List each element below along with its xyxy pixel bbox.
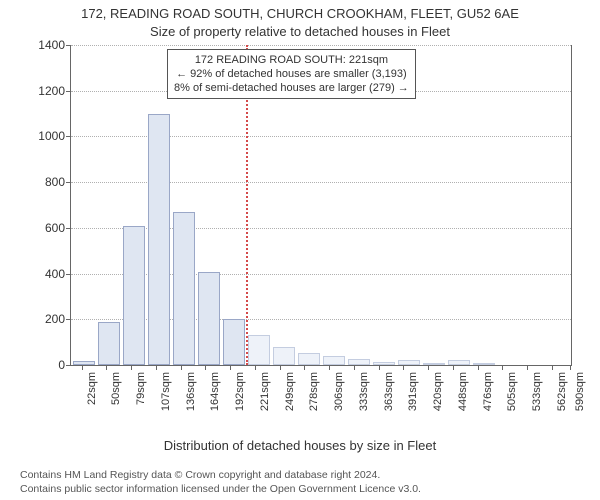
annotation-line-1: 172 READING ROAD SOUTH: 221sqm (174, 53, 409, 67)
x-tick-label: 420sqm (432, 372, 444, 432)
x-tick-label: 192sqm (234, 372, 246, 432)
x-tick-mark (329, 366, 330, 370)
x-tick-label: 79sqm (135, 372, 147, 432)
gridline (71, 274, 571, 275)
footer-line-1: Contains HM Land Registry data © Crown c… (20, 468, 421, 482)
y-tick-label: 1000 (25, 130, 65, 142)
histogram-bar (223, 319, 245, 365)
y-tick-label: 1200 (25, 85, 65, 97)
histogram-bar (248, 335, 270, 365)
annotation-line-2: ← 92% of detached houses are smaller (3,… (174, 67, 409, 81)
x-tick-mark (82, 366, 83, 370)
x-tick-mark (255, 366, 256, 370)
title-line-1: 172, READING ROAD SOUTH, CHURCH CROOKHAM… (0, 6, 600, 21)
y-tick-label: 0 (25, 359, 65, 371)
gridline (71, 182, 571, 183)
x-tick-mark (205, 366, 206, 370)
y-tick-mark (66, 91, 70, 92)
y-tick-mark (66, 136, 70, 137)
histogram-bar (423, 363, 445, 365)
y-tick-label: 800 (25, 176, 65, 188)
x-tick-label: 136sqm (185, 372, 197, 432)
x-tick-label: 333sqm (358, 372, 370, 432)
footer-attribution: Contains HM Land Registry data © Crown c… (20, 468, 421, 496)
x-tick-label: 22sqm (86, 372, 98, 432)
y-tick-label: 1400 (25, 39, 65, 51)
x-tick-label: 50sqm (110, 372, 122, 432)
x-tick-mark (181, 366, 182, 370)
y-tick-mark (66, 365, 70, 366)
x-tick-label: 448sqm (457, 372, 469, 432)
x-tick-mark (428, 366, 429, 370)
x-tick-mark (280, 366, 281, 370)
y-tick-label: 600 (25, 222, 65, 234)
x-tick-label: 278sqm (308, 372, 320, 432)
x-tick-label: 533sqm (531, 372, 543, 432)
gridline (71, 319, 571, 320)
x-tick-mark (156, 366, 157, 370)
y-tick-mark (66, 319, 70, 320)
x-tick-mark (502, 366, 503, 370)
x-tick-mark (304, 366, 305, 370)
gridline (71, 45, 571, 46)
x-tick-mark (570, 366, 571, 370)
histogram-bar (198, 272, 220, 365)
y-tick-mark (66, 228, 70, 229)
x-tick-label: 391sqm (407, 372, 419, 432)
x-tick-label: 505sqm (506, 372, 518, 432)
histogram-bar (448, 360, 470, 365)
histogram-bar (123, 226, 145, 365)
gridline (71, 136, 571, 137)
x-tick-label: 221sqm (259, 372, 271, 432)
chart-container: 172, READING ROAD SOUTH, CHURCH CROOKHAM… (0, 0, 600, 500)
y-tick-mark (66, 182, 70, 183)
annotation-box: 172 READING ROAD SOUTH: 221sqm← 92% of d… (167, 49, 416, 99)
x-tick-label: 107sqm (160, 372, 172, 432)
x-tick-mark (354, 366, 355, 370)
histogram-bar (323, 356, 345, 365)
annotation-line-3: 8% of semi-detached houses are larger (2… (174, 81, 409, 95)
y-tick-label: 200 (25, 313, 65, 325)
histogram-bar (273, 347, 295, 365)
x-tick-mark (527, 366, 528, 370)
x-tick-label: 249sqm (284, 372, 296, 432)
y-tick-mark (66, 274, 70, 275)
histogram-bar (173, 212, 195, 365)
x-tick-mark (230, 366, 231, 370)
gridline (71, 228, 571, 229)
histogram-bar (398, 360, 420, 365)
histogram-bar (348, 359, 370, 365)
x-tick-label: 164sqm (209, 372, 221, 432)
histogram-bar (98, 322, 120, 365)
histogram-bar (73, 361, 95, 365)
y-tick-label: 400 (25, 268, 65, 280)
histogram-bar (373, 362, 395, 365)
x-tick-label: 306sqm (333, 372, 345, 432)
x-tick-label: 562sqm (556, 372, 568, 432)
x-axis-label: Distribution of detached houses by size … (0, 438, 600, 453)
histogram-bar (473, 363, 495, 365)
x-tick-label: 363sqm (383, 372, 395, 432)
histogram-bar (148, 114, 170, 365)
x-tick-mark (478, 366, 479, 370)
x-tick-label: 590sqm (574, 372, 586, 432)
plot-area: 172 READING ROAD SOUTH: 221sqm← 92% of d… (70, 45, 572, 366)
x-tick-mark (403, 366, 404, 370)
footer-line-2: Contains public sector information licen… (20, 482, 421, 496)
histogram-bar (298, 353, 320, 365)
title-line-2: Size of property relative to detached ho… (0, 24, 600, 39)
x-tick-mark (453, 366, 454, 370)
y-tick-mark (66, 45, 70, 46)
x-tick-mark (131, 366, 132, 370)
x-tick-mark (106, 366, 107, 370)
x-tick-mark (379, 366, 380, 370)
x-tick-label: 476sqm (482, 372, 494, 432)
x-tick-mark (552, 366, 553, 370)
